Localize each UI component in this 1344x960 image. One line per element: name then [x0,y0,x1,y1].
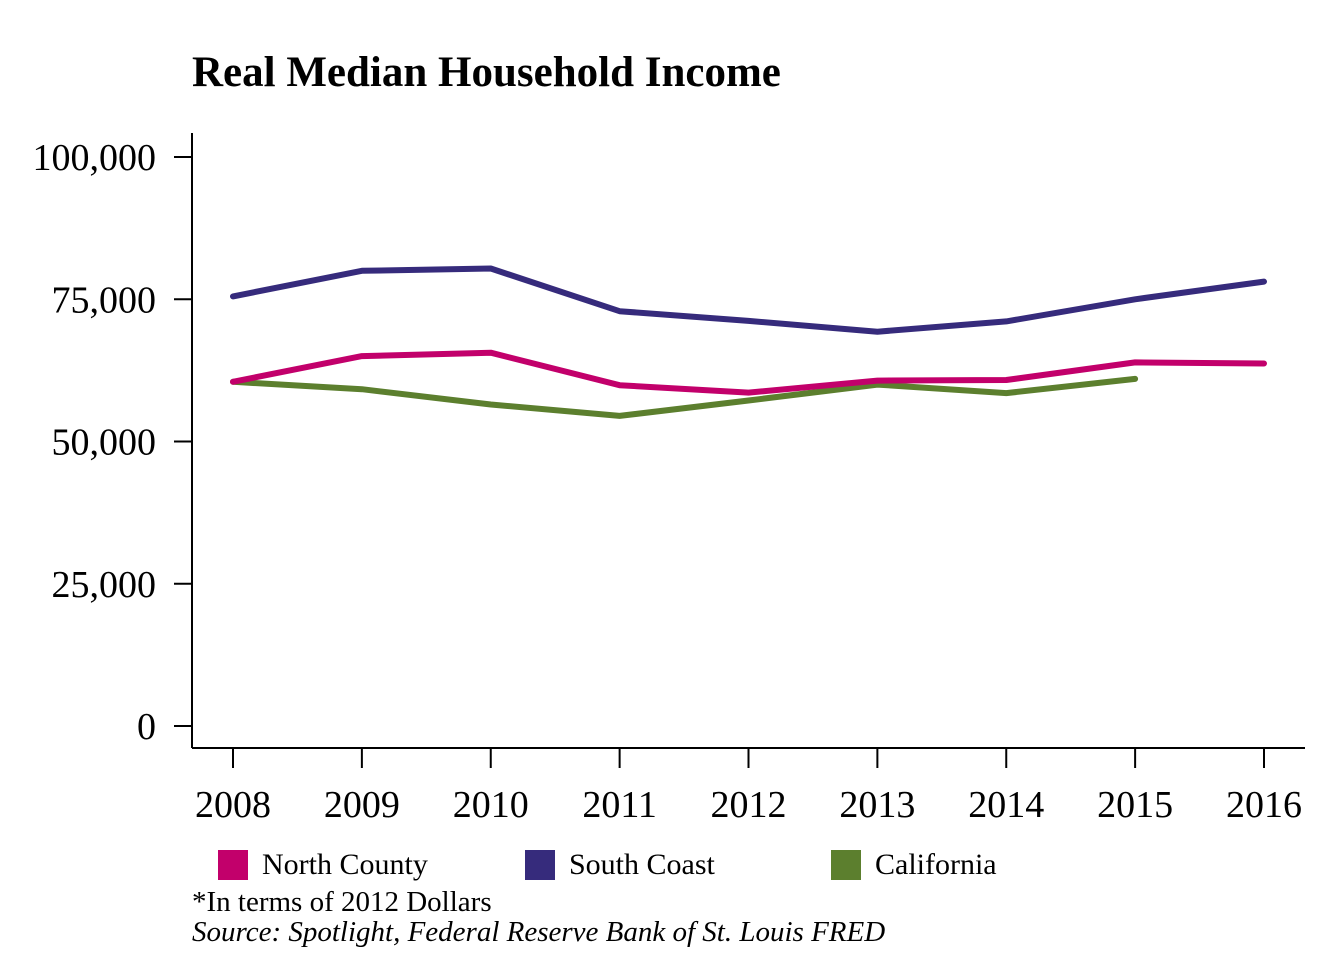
x-tick-label: 2014 [968,784,1044,826]
x-tick-label: 2011 [582,784,657,826]
x-tick-label: 2012 [711,784,787,826]
source-note: Source: Spotlight, Federal Reserve Bank … [192,916,886,948]
legend-label-south-coast: South Coast [569,848,715,881]
y-axis-ticks: 0 25,000 50,000 75,000 100,000 [33,137,192,748]
series-line-south-coast [230,265,1267,335]
y-tick-label: 75,000 [52,279,157,321]
x-tick-label: 2008 [195,784,271,826]
chart-title: Real Median Household Income [192,49,781,96]
series-line-north-county [230,349,1267,396]
y-tick-label: 50,000 [52,422,157,464]
legend: North County South Coast California [218,848,1118,882]
x-tick-label: 2013 [839,784,915,826]
legend-label-california: California [875,848,997,881]
footnote: *In terms of 2012 Dollars [192,886,492,918]
x-tick-label: 2010 [453,784,529,826]
series-line-california [230,375,1139,419]
legend-item-north-county: North County [218,848,428,882]
x-axis-ticks: 2008 2009 2010 2011 2012 2013 2014 2015 2016 [195,748,1302,826]
series-lines [230,265,1267,419]
y-tick-label: 0 [137,706,156,748]
legend-item-california: California [831,848,997,882]
legend-label-north-county: North County [262,848,428,881]
chart-axes [191,133,1305,749]
legend-item-south-coast: South Coast [525,848,715,882]
x-tick-label: 2016 [1226,784,1302,826]
y-tick-label: 25,000 [52,564,157,606]
legend-swatch-california [831,850,861,880]
legend-swatch-north-county [218,850,248,880]
x-tick-label: 2009 [324,784,400,826]
legend-swatch-south-coast [525,850,555,880]
y-tick-label: 100,000 [33,137,157,179]
x-tick-label: 2015 [1097,784,1173,826]
